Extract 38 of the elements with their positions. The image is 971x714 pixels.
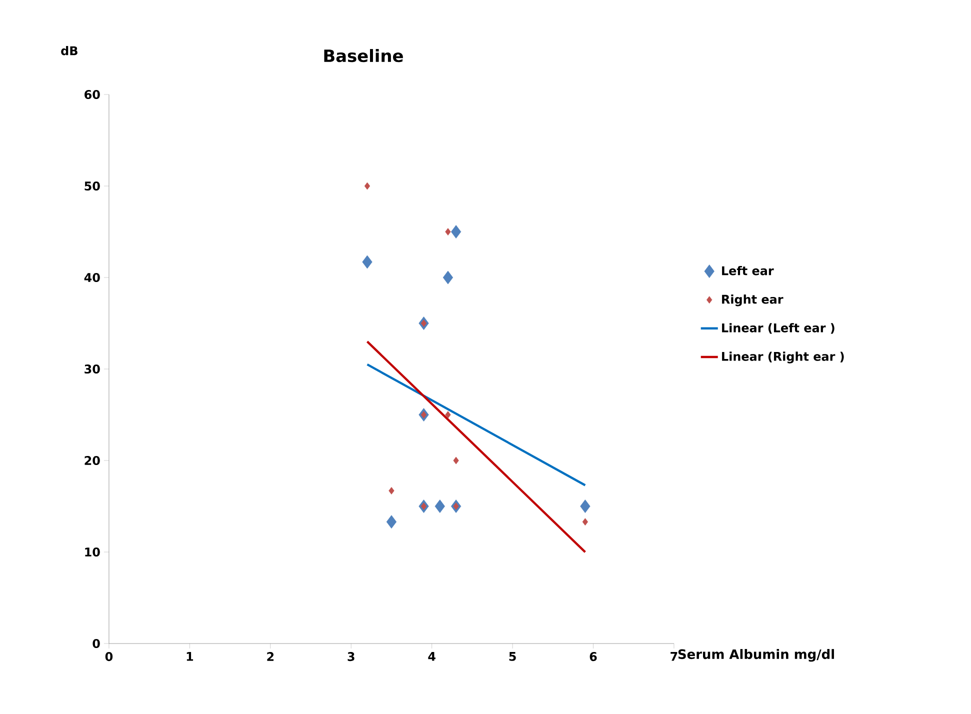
point <box>434 500 445 513</box>
legend-label: Left ear <box>722 266 774 276</box>
point <box>582 518 588 526</box>
point <box>450 225 462 238</box>
y-axis-title: dB <box>61 46 78 56</box>
x-tick-label: 1 <box>186 652 194 661</box>
y-tick-label: 60 <box>84 90 100 100</box>
point <box>362 255 372 269</box>
legend-label: Right ear <box>722 294 784 306</box>
point <box>386 515 397 529</box>
x-tick-label: 4 <box>428 652 436 661</box>
point <box>388 487 394 494</box>
point <box>445 411 451 418</box>
y-tick-label: 20 <box>84 456 100 466</box>
x-tick-label: 7 <box>670 652 678 661</box>
x-tick-label: 6 <box>590 652 597 662</box>
point <box>364 182 370 190</box>
y-tick-label: 10 <box>85 548 100 557</box>
point <box>442 270 454 284</box>
point <box>453 456 459 464</box>
x-tick-label: 5 <box>509 652 516 661</box>
point <box>420 320 427 327</box>
legend-label: Linear (Right ear ) <box>722 352 844 364</box>
x-tick-label: 3 <box>348 652 354 662</box>
x-axis-title: Serum Albumin mg/dl <box>678 649 834 662</box>
y-tick-label: 0 <box>92 639 100 648</box>
point <box>580 500 590 513</box>
point <box>420 502 427 510</box>
point <box>445 228 451 236</box>
y-tick-label: 40 <box>84 273 100 282</box>
y-tick-label: 30 <box>84 364 100 374</box>
legend-label: Linear (Left ear ) <box>722 323 834 334</box>
point <box>453 502 459 510</box>
point <box>420 411 427 418</box>
y-tick-label: 50 <box>84 182 100 191</box>
x-tick-label: 0 <box>105 652 113 662</box>
chart-title: Baseline <box>324 49 403 62</box>
x-tick-label: 2 <box>267 652 274 661</box>
